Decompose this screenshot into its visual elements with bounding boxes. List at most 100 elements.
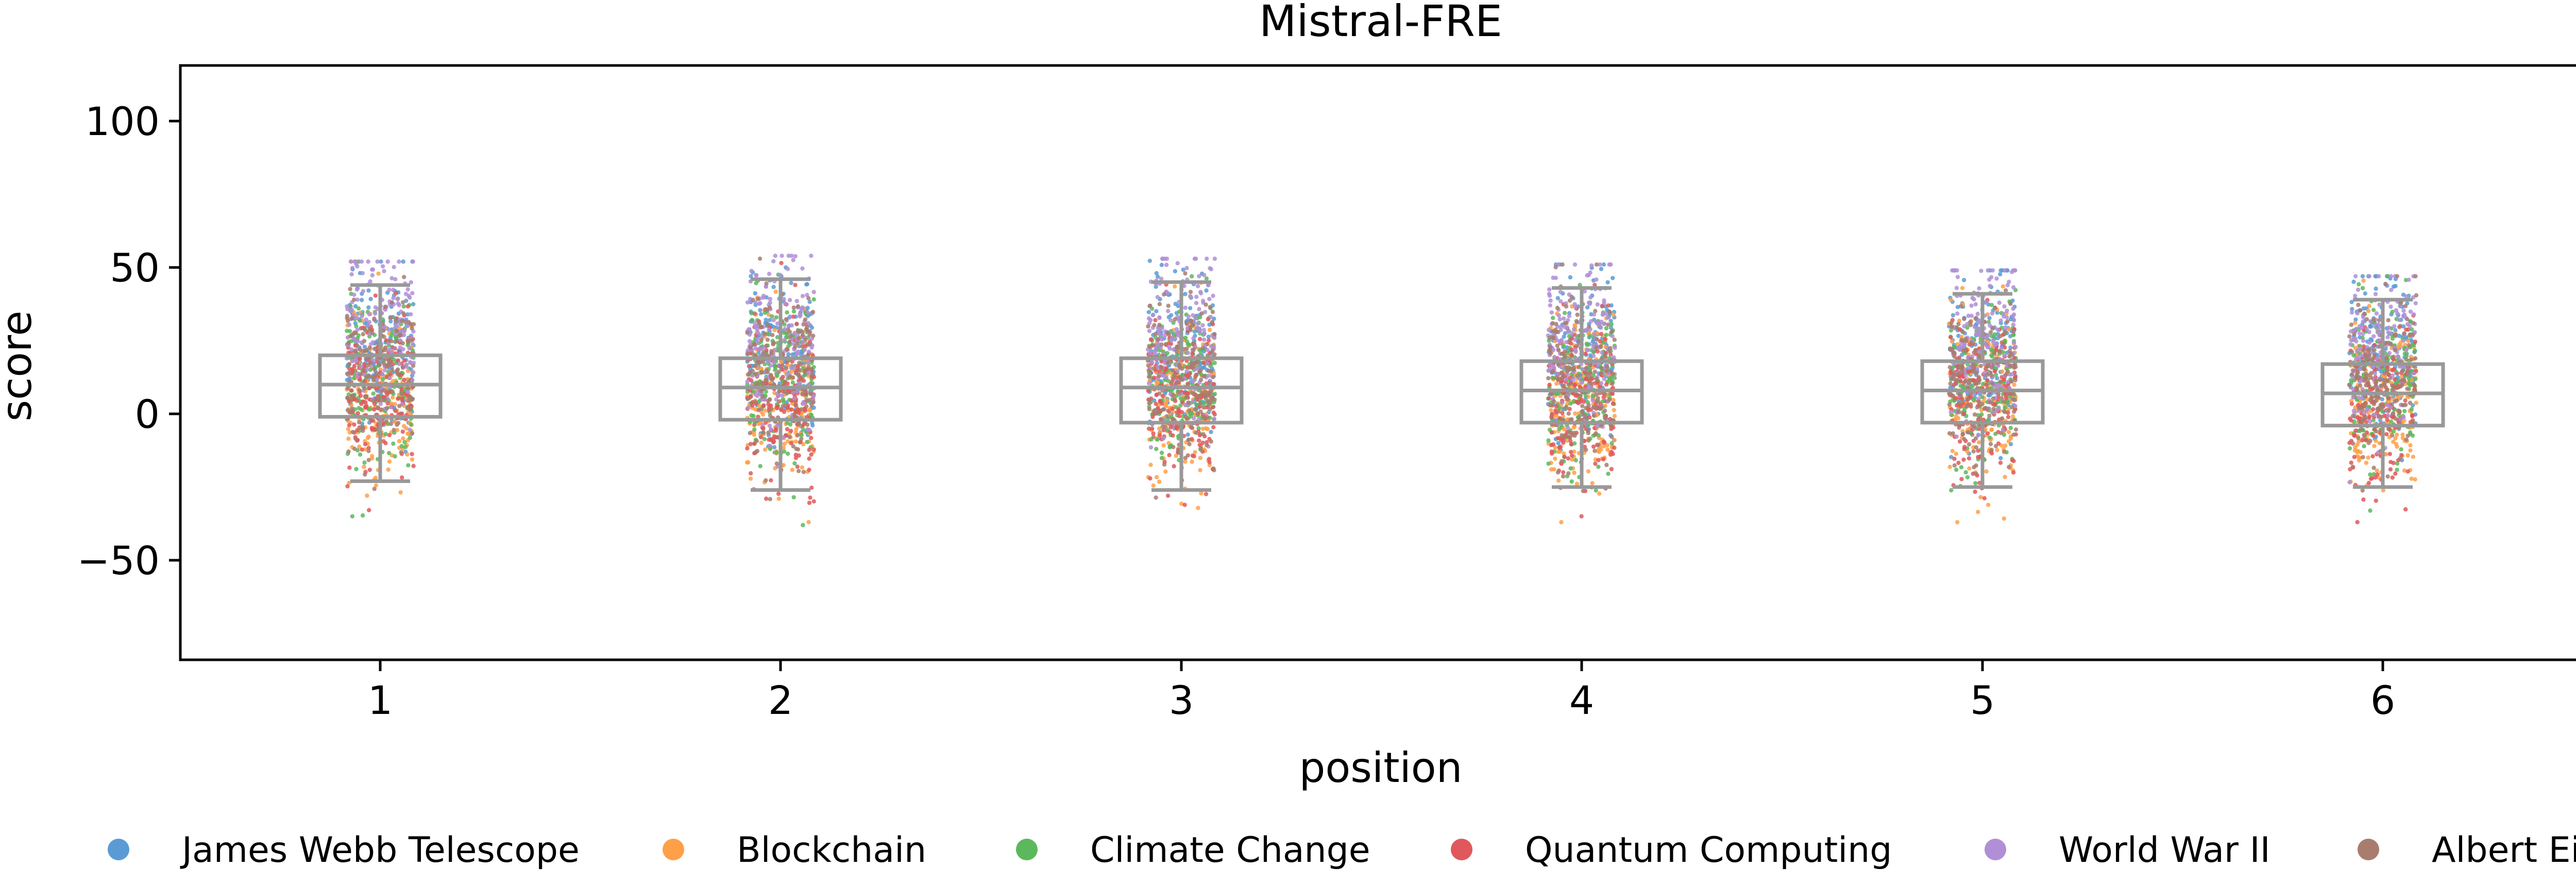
data-point [1151,312,1156,317]
data-point [1598,344,1603,348]
data-point [1146,363,1150,368]
data-point [376,405,381,410]
data-point [1199,311,1204,316]
data-point [1197,433,1202,438]
data-point [1584,341,1589,346]
data-point [2006,430,2011,435]
data-point [793,439,799,444]
points-albert-einstein [345,275,416,491]
data-point [785,310,789,315]
data-point [1177,362,1182,367]
data-point [401,347,405,352]
data-point [1146,374,1151,379]
data-point [762,331,767,336]
data-point [767,437,771,442]
data-point [397,362,402,366]
data-point [1147,381,1151,386]
data-point [1157,391,1162,396]
data-point [801,523,805,527]
data-point [350,429,355,435]
data-point [405,406,410,411]
data-point [1969,313,1974,318]
data-point [380,398,384,403]
data-point [375,259,380,264]
data-point [767,305,772,310]
data-point [789,280,793,286]
data-point [784,366,789,371]
data-point [1205,361,1210,366]
data-point [757,403,761,408]
data-point [352,422,357,427]
data-point [1572,383,1577,388]
data-point [2005,399,2010,404]
data-point [1607,310,1612,314]
data-point [1204,302,1208,307]
data-point [411,259,415,264]
data-point [775,373,779,378]
data-point [2011,285,2016,290]
data-point [382,368,387,373]
data-point [2013,344,2018,349]
data-point [349,388,353,393]
data-point [767,327,771,332]
data-point [785,421,790,425]
data-point [758,325,764,330]
data-point [1609,435,1614,439]
data-point [360,314,364,319]
data-point [2003,268,2007,273]
data-point [1592,332,1597,337]
data-point [368,368,372,372]
data-point [1184,394,1190,398]
data-point [1612,355,1616,360]
data-point [775,406,779,411]
data-point [789,370,793,374]
data-point [400,319,404,323]
data-point [1961,348,1966,353]
data-point [782,338,787,342]
data-point [1593,432,1598,437]
data-point [1603,404,1607,408]
data-point [1557,426,1562,431]
data-point [378,402,383,406]
data-point [1151,483,1156,488]
data-point [782,449,787,454]
data-point [1204,288,1209,293]
data-point [1187,442,1192,446]
data-point [1595,349,1600,354]
data-point [409,312,413,316]
data-point [345,377,349,382]
data-point [1171,368,1175,373]
data-point [1588,270,1592,275]
data-point [371,398,376,404]
data-point [799,407,804,412]
data-point [397,334,401,338]
data-point [2011,322,2016,327]
data-point [1163,469,1168,474]
data-point [1580,404,1585,408]
data-point [1159,451,1164,455]
data-point [354,343,360,348]
data-point [370,331,375,336]
data-point [1555,343,1560,348]
data-point [1189,425,1193,429]
data-point [1978,495,1983,499]
data-point [771,259,776,263]
data-point [1586,438,1591,443]
data-point [1202,273,1207,277]
data-point [368,407,372,411]
data-point [793,344,798,349]
data-point [383,441,388,445]
data-point [794,298,799,304]
data-point [1960,286,1965,290]
data-point [791,365,795,370]
data-point [1183,271,1188,276]
chart-title: Mistral-FRE [1259,0,1502,46]
data-point [345,484,350,489]
data-point [1547,328,1551,332]
data-point [1998,272,2003,277]
data-point [756,331,760,336]
data-point [1550,369,1555,374]
data-point [767,397,772,402]
data-point [1556,478,1561,483]
data-point [406,432,411,437]
